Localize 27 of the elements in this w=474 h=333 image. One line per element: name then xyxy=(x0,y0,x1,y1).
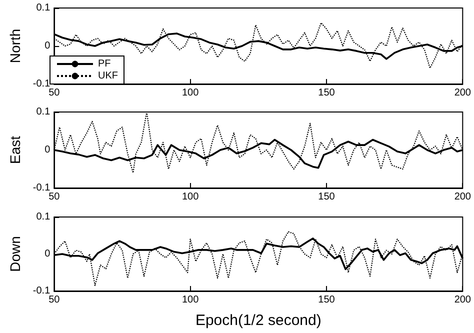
y-axis-title: East xyxy=(7,136,23,164)
x-tick-label: 100 xyxy=(182,192,200,202)
y-tick-label: -0.1 xyxy=(32,286,51,296)
x-tick-label: 50 xyxy=(48,294,60,306)
x-tick-label: 100 xyxy=(182,294,200,306)
x-tick-label: 200 xyxy=(454,192,472,202)
x-tick-label: 200 xyxy=(454,88,472,98)
x-axis-title: Epoch(1/2 second) xyxy=(195,312,322,329)
y-tick-label: -0.1 xyxy=(32,78,51,90)
legend-label: UKF xyxy=(98,70,118,82)
x-tick-label: 150 xyxy=(318,294,336,306)
x-tick-label: 150 xyxy=(318,88,336,98)
x-tick-label: 100 xyxy=(182,88,200,98)
x-tick-label: 150 xyxy=(318,192,336,202)
y-axis-title: North xyxy=(7,28,23,64)
legend-label: PF xyxy=(98,58,111,70)
y-tick-label: -0.1 xyxy=(32,182,51,194)
x-tick-label: 50 xyxy=(48,192,60,202)
y-tick-label: 0 xyxy=(44,144,51,156)
x-tick-label: 200 xyxy=(454,294,472,306)
y-tick-label: 0.1 xyxy=(36,212,51,222)
x-tick-label: 50 xyxy=(48,88,60,98)
y-tick-label: 0.1 xyxy=(36,106,51,118)
y-tick-label: 0 xyxy=(44,248,51,260)
y-tick-label: 0 xyxy=(44,40,51,52)
y-axis-title: Down xyxy=(7,236,23,272)
y-tick-label: 0.1 xyxy=(36,2,51,14)
